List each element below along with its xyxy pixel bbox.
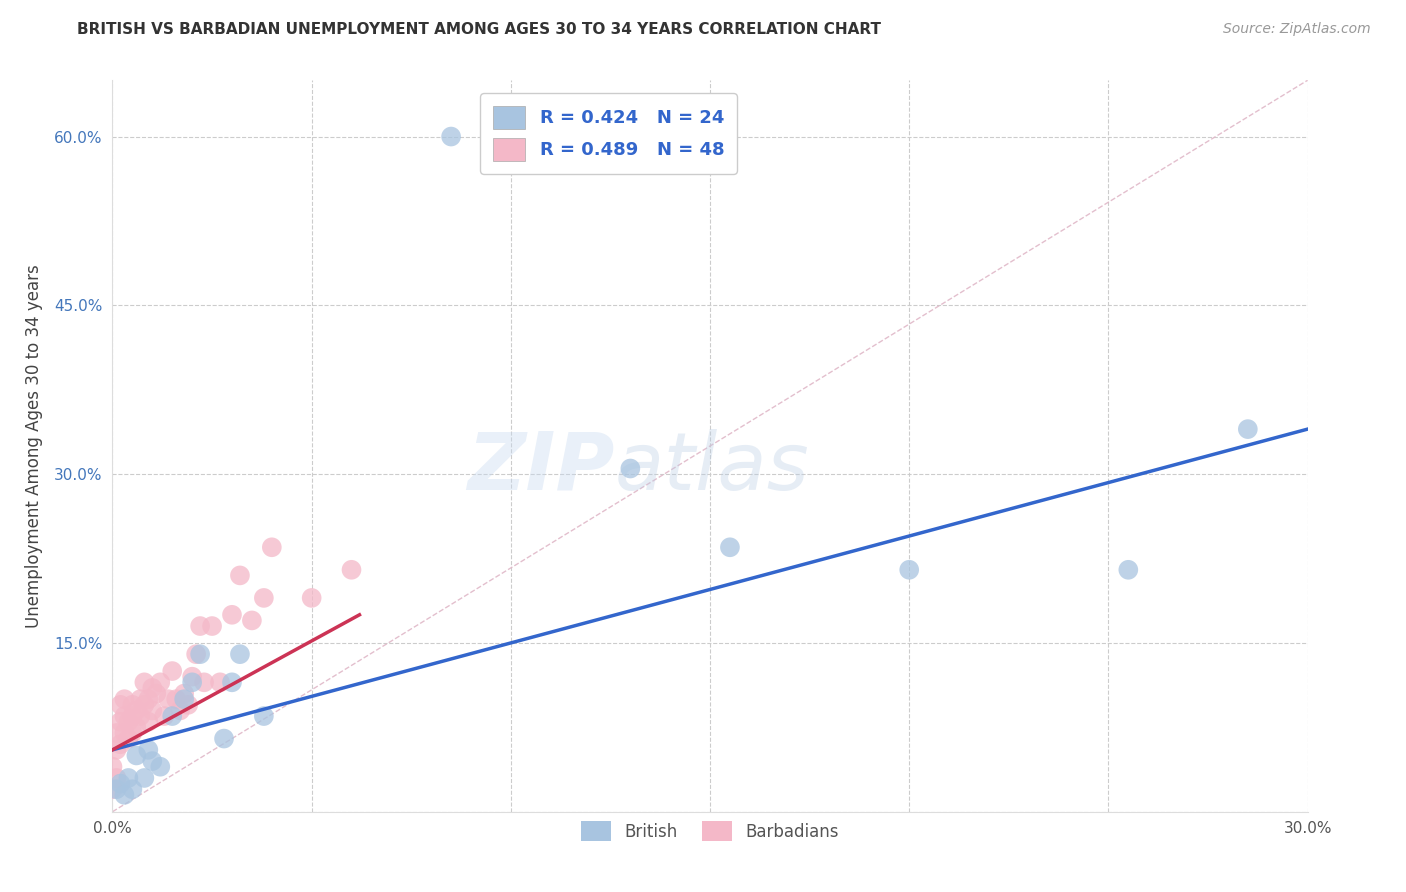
- Point: [138, 743, 160, 757]
- Point: [134, 698, 156, 712]
- Point: [125, 720, 148, 734]
- Point: [110, 737, 132, 751]
- Point: [138, 714, 160, 729]
- Point: [141, 703, 163, 717]
- Point: [440, 129, 463, 144]
- Point: [1237, 422, 1260, 436]
- Point: [162, 664, 183, 678]
- Point: [110, 698, 132, 712]
- Text: atlas: atlas: [614, 429, 810, 507]
- Text: Source: ZipAtlas.com: Source: ZipAtlas.com: [1223, 22, 1371, 37]
- Point: [117, 771, 139, 785]
- Point: [181, 675, 204, 690]
- Point: [718, 541, 741, 555]
- Point: [221, 675, 243, 690]
- Point: [110, 714, 132, 729]
- Point: [260, 541, 283, 555]
- Text: ZIP: ZIP: [467, 429, 614, 507]
- Point: [110, 776, 132, 790]
- Point: [121, 726, 143, 740]
- Point: [253, 591, 276, 605]
- Point: [173, 687, 195, 701]
- Point: [1118, 563, 1140, 577]
- Point: [129, 692, 152, 706]
- Y-axis label: Unemployment Among Ages 30 to 34 years: Unemployment Among Ages 30 to 34 years: [25, 264, 44, 628]
- Point: [105, 771, 128, 785]
- Point: [134, 675, 156, 690]
- Point: [101, 760, 124, 774]
- Point: [149, 675, 172, 690]
- Point: [121, 698, 143, 712]
- Point: [145, 687, 167, 701]
- Point: [114, 692, 135, 706]
- Point: [188, 647, 211, 661]
- Point: [301, 591, 323, 605]
- Point: [162, 709, 183, 723]
- Point: [212, 731, 235, 746]
- Point: [101, 782, 124, 797]
- Point: [125, 703, 148, 717]
- Point: [105, 726, 128, 740]
- Point: [193, 675, 215, 690]
- Point: [229, 568, 252, 582]
- Point: [209, 675, 232, 690]
- Point: [153, 709, 176, 723]
- Point: [141, 754, 163, 768]
- Point: [188, 619, 211, 633]
- Point: [121, 709, 143, 723]
- Point: [114, 788, 135, 802]
- Point: [169, 703, 191, 717]
- Point: [114, 709, 135, 723]
- Point: [105, 743, 128, 757]
- Point: [898, 563, 921, 577]
- Point: [173, 692, 195, 706]
- Point: [138, 692, 160, 706]
- Point: [121, 782, 143, 797]
- Point: [141, 681, 163, 695]
- Point: [117, 714, 139, 729]
- Point: [340, 563, 363, 577]
- Point: [149, 760, 172, 774]
- Point: [134, 771, 156, 785]
- Point: [117, 731, 139, 746]
- Text: BRITISH VS BARBADIAN UNEMPLOYMENT AMONG AGES 30 TO 34 YEARS CORRELATION CHART: BRITISH VS BARBADIAN UNEMPLOYMENT AMONG …: [77, 22, 882, 37]
- Point: [221, 607, 243, 622]
- Point: [129, 709, 152, 723]
- Point: [105, 782, 128, 797]
- Point: [619, 461, 641, 475]
- Point: [114, 726, 135, 740]
- Point: [181, 670, 204, 684]
- Point: [201, 619, 224, 633]
- Point: [157, 692, 180, 706]
- Point: [229, 647, 252, 661]
- Legend: British, Barbadians: British, Barbadians: [574, 814, 846, 847]
- Point: [240, 614, 263, 628]
- Point: [186, 647, 208, 661]
- Point: [165, 692, 187, 706]
- Point: [177, 698, 200, 712]
- Point: [125, 748, 148, 763]
- Point: [253, 709, 276, 723]
